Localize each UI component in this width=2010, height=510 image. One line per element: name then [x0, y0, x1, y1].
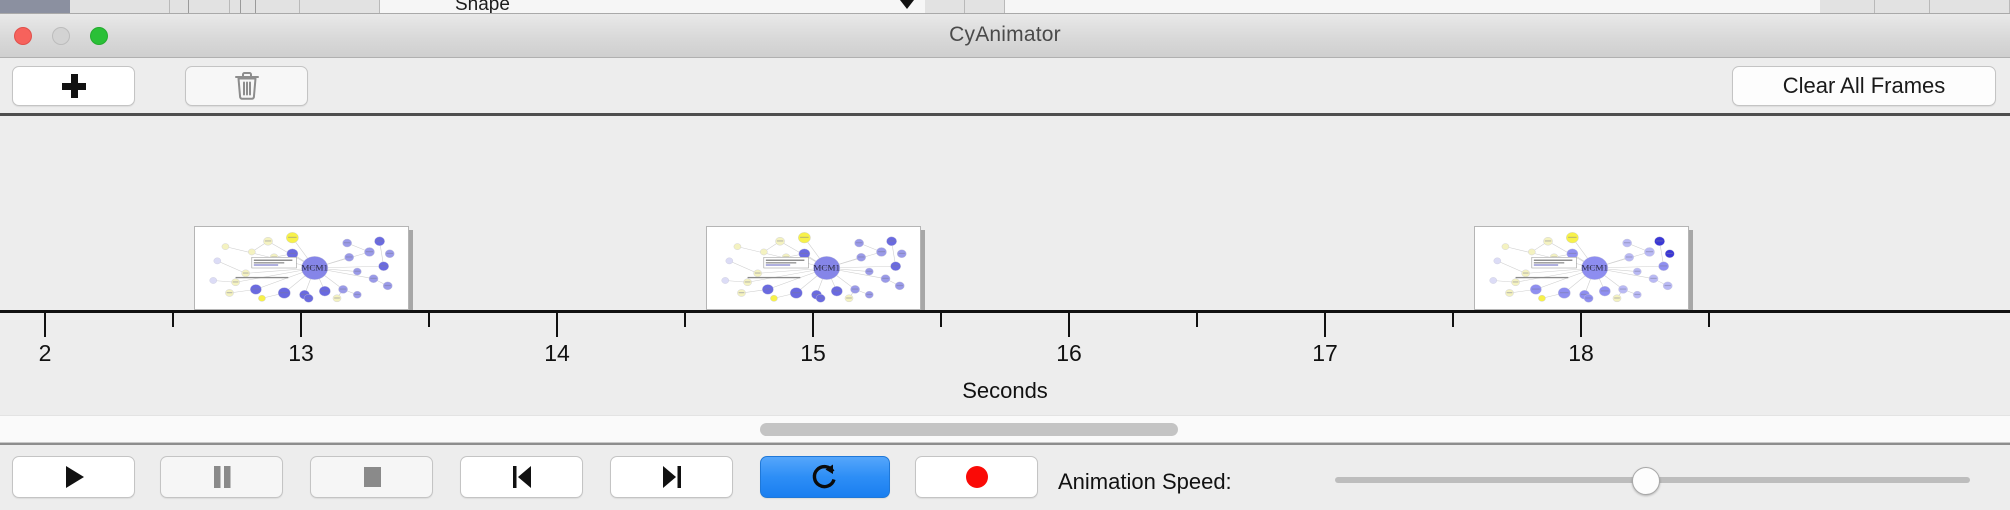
timeline-scrollbar-thumb[interactable]	[760, 423, 1178, 436]
loop-button[interactable]	[760, 456, 890, 498]
timeline-scrollbar[interactable]	[0, 415, 2010, 443]
stop-icon	[363, 467, 381, 487]
maximize-window-button[interactable]	[90, 27, 108, 45]
ruler-tick-major	[44, 313, 46, 337]
add-frame-button[interactable]	[12, 66, 135, 106]
axis-title: Seconds	[962, 378, 1048, 403]
timeline-ruler[interactable]: Seconds 2 13 14 15 16 17 18	[0, 310, 2010, 415]
ruler-tick-minor	[428, 313, 430, 327]
stop-button[interactable]	[310, 456, 433, 498]
ruler-tick-label: 16	[1056, 340, 1082, 366]
ruler-tick-label: 14	[544, 340, 570, 366]
playback-controls: Animation Speed:	[0, 443, 2010, 510]
network-graph-thumbnail: MCM1	[194, 227, 408, 309]
clear-all-frames-button[interactable]: Clear All Frames	[1732, 66, 1996, 106]
ruler-tick-label: 2	[38, 340, 52, 366]
ruler-tick-major	[1324, 313, 1326, 337]
keyframe-thumbnail[interactable]: MCM1	[193, 226, 409, 310]
ruler-tick-minor	[1708, 313, 1710, 327]
network-graph-thumbnail: MCM1	[1474, 227, 1688, 309]
close-window-button[interactable]	[14, 27, 32, 45]
ruler-tick-major	[556, 313, 558, 337]
network-graph-thumbnail: MCM1	[706, 227, 920, 309]
svg-text:MCM1: MCM1	[1581, 263, 1608, 272]
skip-forward-icon	[662, 466, 681, 488]
title-bar: CyAnimator	[0, 14, 2010, 58]
minimize-window-button[interactable]	[52, 27, 70, 45]
skip-forward-button[interactable]	[610, 456, 733, 498]
delete-frame-button[interactable]	[185, 66, 308, 106]
background-window-sidebar	[0, 0, 70, 13]
ruler-tick-major	[1068, 313, 1070, 337]
animation-speed-slider[interactable]	[1335, 467, 1970, 495]
ruler-tick-major	[300, 313, 302, 337]
record-icon	[965, 466, 988, 488]
play-icon	[65, 466, 84, 488]
slider-thumb[interactable]	[1632, 467, 1661, 495]
toolbar: Clear All Frames	[0, 58, 2010, 113]
keyframe-image: MCM1	[1473, 226, 1689, 310]
keyframe-track[interactable]: MCM1 MCM1 MCM1	[0, 113, 2010, 310]
trash-icon	[234, 72, 259, 100]
background-window-strip: Shape	[0, 0, 2010, 14]
ruler-tick-minor	[940, 313, 942, 327]
play-button[interactable]	[12, 456, 135, 498]
ruler-tick-minor	[1196, 313, 1198, 327]
keyframe-thumbnail[interactable]: MCM1	[705, 226, 921, 310]
record-button[interactable]	[915, 456, 1038, 498]
ruler-tick-minor	[172, 313, 174, 327]
ruler-tick-label: 13	[288, 340, 314, 366]
svg-text:MCM1: MCM1	[813, 263, 840, 272]
svg-text:MCM1: MCM1	[301, 263, 328, 272]
pause-button[interactable]	[160, 456, 283, 498]
ruler-tick-minor	[1452, 313, 1454, 327]
ruler-tick-major	[1580, 313, 1582, 337]
loop-icon	[812, 464, 836, 489]
ruler-tick-label: 18	[1568, 340, 1594, 366]
background-window-label: Shape	[455, 0, 510, 14]
keyframe-image: MCM1	[705, 226, 921, 310]
ruler-tick-minor	[684, 313, 686, 327]
ruler-tick-major	[812, 313, 814, 337]
ruler-tick-label: 15	[800, 340, 826, 366]
ruler-baseline	[0, 310, 2010, 313]
ruler-tick-label: 17	[1312, 340, 1338, 366]
plus-icon	[59, 71, 89, 101]
skip-back-button[interactable]	[460, 456, 583, 498]
keyframe-thumbnail[interactable]: MCM1	[1473, 226, 1689, 310]
pause-icon	[213, 466, 230, 488]
animation-speed-label: Animation Speed:	[1058, 469, 1232, 494]
keyframe-image: MCM1	[193, 226, 409, 310]
skip-back-icon	[512, 466, 531, 488]
window-title: CyAnimator	[949, 23, 1061, 46]
